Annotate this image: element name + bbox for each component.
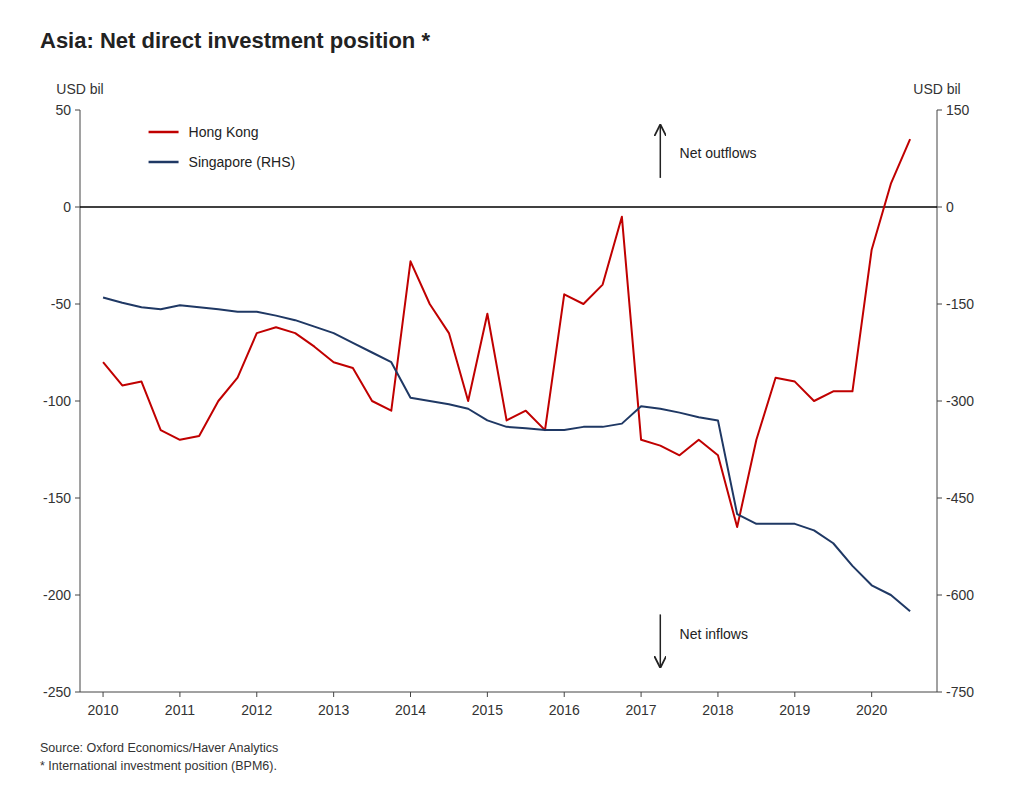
- y2-tick: [937, 401, 942, 402]
- y2-tick: [937, 595, 942, 596]
- y-tick: [75, 207, 80, 208]
- y-tick-label: 50: [55, 102, 71, 118]
- legend-entry: Hong Kong: [189, 124, 259, 140]
- y-tick: [75, 692, 80, 693]
- legend: Hong Kong Singapore (RHS): [149, 124, 296, 170]
- y2-tick: [937, 110, 942, 111]
- y2-tick: [937, 207, 942, 208]
- y2-tick-label: -450: [946, 490, 974, 506]
- y-tick-label: -250: [43, 684, 71, 700]
- x-tick-label: 2019: [779, 702, 810, 718]
- x-tick-label: 2014: [395, 702, 426, 718]
- y-tick-label: 0: [63, 199, 71, 215]
- x-tick: [487, 692, 488, 697]
- y2-tick: [937, 692, 942, 693]
- x-tick: [641, 692, 642, 697]
- x-tick: [717, 692, 718, 697]
- x-tick-label: 2012: [241, 702, 272, 718]
- y2-tick: [937, 498, 942, 499]
- y-tick: [75, 110, 80, 111]
- x-tick-label: 2020: [856, 702, 887, 718]
- x-tick-label: 2017: [626, 702, 657, 718]
- y-tick: [75, 498, 80, 499]
- x-tick: [794, 692, 795, 697]
- y-tick-label: -200: [43, 587, 71, 603]
- x-tick: [871, 692, 872, 697]
- x-tick-label: 2018: [702, 702, 733, 718]
- plot-area: [80, 139, 937, 611]
- source-line: Source: Oxford Economics/Haver Analytics: [40, 741, 278, 755]
- y2-tick-label: -750: [946, 684, 974, 700]
- y2-tick-label: -150: [946, 296, 974, 312]
- source-line: * International investment position (BPM…: [40, 759, 277, 773]
- annotation-arrow: [660, 126, 662, 178]
- annotation-arrow: [660, 614, 662, 666]
- series-line: [103, 298, 910, 612]
- x-tick-label: 2016: [549, 702, 580, 718]
- x-tick: [103, 692, 104, 697]
- x-tick-label: 2010: [87, 702, 118, 718]
- annotation: Net outflows: [680, 145, 757, 161]
- title: Asia: Net direct investment position *: [40, 28, 430, 53]
- y-tick-label: -150: [43, 490, 71, 506]
- x-tick-label: 2013: [318, 702, 349, 718]
- annotation: Net inflows: [680, 626, 748, 642]
- y-tick: [75, 595, 80, 596]
- y2-tick-label: -600: [946, 587, 974, 603]
- legend-entry: Singapore (RHS): [189, 154, 296, 170]
- chart: Asia: Net direct investment position * US…: [0, 0, 1017, 802]
- legend-swatch: [149, 161, 179, 164]
- y2-tick: [937, 304, 942, 305]
- x-tick: [256, 692, 257, 697]
- y2-tick-label: 150: [946, 102, 970, 118]
- x-tick-label: 2015: [472, 702, 503, 718]
- source: Source: Oxford Economics/Haver Analytics…: [40, 741, 278, 773]
- legend-swatch: [149, 131, 179, 134]
- series-line: [103, 139, 910, 527]
- background: [0, 0, 1017, 802]
- y2-tick-label: 0: [946, 199, 954, 215]
- y-tick-label: -50: [51, 296, 71, 312]
- x-tick-label: 2011: [165, 702, 195, 718]
- y-tick-label: -100: [43, 393, 71, 409]
- y2-tick-label: -300: [946, 393, 974, 409]
- y-tick: [75, 401, 80, 402]
- y-tick: [75, 304, 80, 305]
- zero-line: [80, 206, 937, 208]
- y-axis-label: USD bil: [56, 81, 103, 97]
- x-tick: [410, 692, 411, 697]
- y2-axis-label: USD bil: [913, 81, 960, 97]
- x-axis-line: [80, 692, 937, 693]
- x-tick: [333, 692, 334, 697]
- x-tick: [564, 692, 565, 697]
- x-tick: [179, 692, 180, 697]
